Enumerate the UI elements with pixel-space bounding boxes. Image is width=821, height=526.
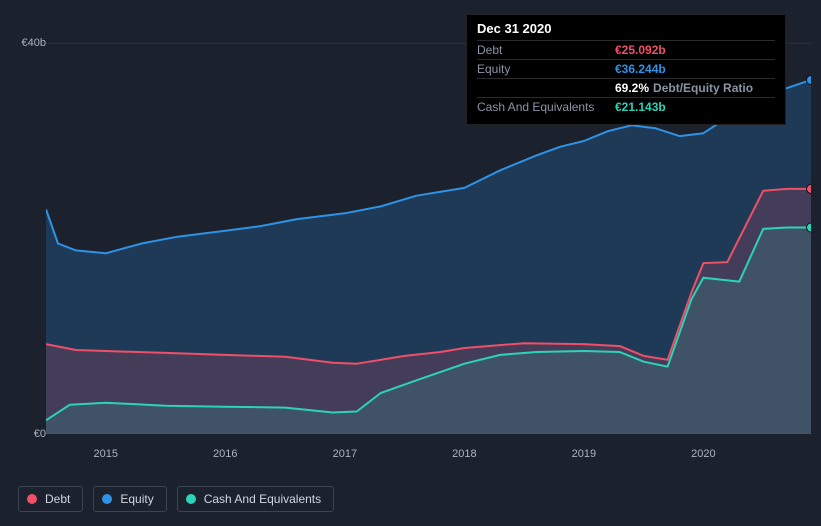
tooltip-row: Cash And Equivalents €21.143b: [477, 97, 775, 116]
x-axis-label: 2019: [572, 448, 596, 460]
legend-label: Equity: [120, 492, 153, 506]
chart-legend: Debt Equity Cash And Equivalents: [18, 486, 334, 512]
tooltip-value: €21.143b: [615, 100, 666, 114]
legend-swatch: [102, 494, 112, 504]
legend-item-equity[interactable]: Equity: [93, 486, 166, 512]
legend-item-debt[interactable]: Debt: [18, 486, 83, 512]
legend-swatch: [186, 494, 196, 504]
x-axis-label: 2017: [333, 448, 357, 460]
legend-label: Cash And Equivalents: [204, 492, 321, 506]
x-axis-label: 2018: [452, 448, 476, 460]
tooltip-value: €25.092b: [615, 43, 666, 57]
cash-end-marker: [807, 223, 812, 232]
equity-end-marker: [807, 75, 812, 84]
x-axis-label: 2020: [691, 448, 715, 460]
tooltip-row: 69.2%Debt/Equity Ratio: [477, 78, 775, 97]
tooltip-value: 69.2%Debt/Equity Ratio: [615, 81, 753, 95]
tooltip-value: €36.244b: [615, 62, 666, 76]
x-axis-label: 2015: [94, 448, 118, 460]
tooltip-title: Dec 31 2020: [477, 21, 775, 36]
legend-item-cash-and-equivalents[interactable]: Cash And Equivalents: [177, 486, 334, 512]
tooltip-label: [477, 81, 607, 95]
tooltip-label: Equity: [477, 62, 607, 76]
y-axis-label: €40b: [6, 37, 46, 49]
x-axis-label: 2016: [213, 448, 237, 460]
tooltip-row: Equity €36.244b: [477, 59, 775, 78]
tooltip-label: Debt: [477, 43, 607, 57]
tooltip-label: Cash And Equivalents: [477, 100, 607, 114]
legend-label: Debt: [45, 492, 70, 506]
tooltip-row: Debt €25.092b: [477, 40, 775, 59]
chart-tooltip: Dec 31 2020 Debt €25.092b Equity €36.244b 69…: [466, 14, 786, 125]
debt-end-marker: [807, 184, 812, 193]
tooltip-suffix: Debt/Equity Ratio: [653, 81, 753, 95]
legend-swatch: [27, 494, 37, 504]
y-axis-label: €0: [6, 428, 46, 440]
